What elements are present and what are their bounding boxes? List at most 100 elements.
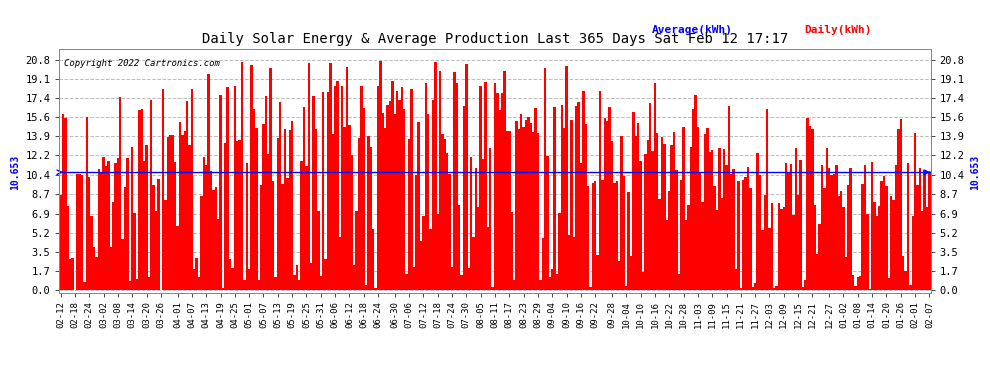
Bar — [183, 132, 186, 290]
Bar — [532, 132, 535, 290]
Bar — [661, 137, 663, 290]
Bar — [596, 255, 599, 290]
Bar — [124, 186, 127, 290]
Bar — [819, 224, 821, 290]
Bar — [322, 92, 325, 290]
Bar — [726, 165, 728, 290]
Bar — [811, 129, 814, 290]
Bar — [164, 200, 166, 290]
Bar — [763, 195, 766, 290]
Bar — [658, 199, 661, 290]
Bar — [697, 127, 699, 290]
Bar — [694, 95, 697, 290]
Bar — [244, 280, 246, 290]
Bar — [783, 207, 785, 290]
Bar — [749, 188, 751, 290]
Bar — [281, 184, 284, 290]
Bar — [917, 184, 919, 290]
Bar — [100, 174, 102, 290]
Bar — [656, 133, 658, 290]
Bar — [537, 132, 540, 290]
Bar — [742, 180, 744, 290]
Bar — [418, 122, 420, 290]
Bar — [675, 171, 677, 290]
Bar — [367, 136, 369, 290]
Bar — [455, 83, 458, 290]
Bar — [754, 283, 756, 290]
Text: 10.653: 10.653 — [970, 154, 980, 190]
Bar — [346, 67, 348, 290]
Bar — [515, 122, 518, 290]
Bar — [792, 215, 795, 290]
Bar — [267, 154, 269, 290]
Bar — [191, 89, 193, 290]
Bar — [711, 150, 714, 290]
Bar — [640, 161, 642, 290]
Bar — [205, 165, 207, 290]
Bar — [355, 211, 357, 290]
Bar — [642, 272, 644, 290]
Bar — [651, 152, 653, 290]
Bar — [594, 181, 596, 290]
Bar — [396, 91, 398, 290]
Bar — [680, 180, 682, 290]
Bar — [780, 209, 783, 290]
Bar — [824, 188, 826, 290]
Bar — [924, 170, 926, 290]
Bar — [88, 177, 90, 290]
Bar — [181, 135, 183, 290]
Bar — [653, 83, 656, 290]
Bar — [897, 129, 900, 290]
Bar — [795, 148, 797, 290]
Bar — [714, 186, 716, 290]
Bar — [738, 182, 740, 290]
Bar — [212, 190, 215, 290]
Bar — [520, 114, 523, 290]
Bar — [310, 263, 313, 290]
Bar — [809, 126, 811, 290]
Bar — [134, 213, 136, 290]
Bar — [604, 117, 606, 290]
Bar — [863, 165, 866, 290]
Bar — [844, 257, 847, 290]
Bar — [313, 96, 315, 290]
Bar — [778, 203, 780, 290]
Bar — [174, 162, 176, 290]
Bar — [59, 195, 61, 290]
Bar — [888, 278, 890, 290]
Bar — [420, 242, 422, 290]
Bar — [501, 93, 503, 290]
Bar — [756, 153, 758, 290]
Bar — [467, 268, 470, 290]
Bar — [98, 170, 100, 290]
Bar — [391, 81, 394, 290]
Bar — [790, 164, 792, 290]
Bar — [337, 81, 339, 290]
Bar — [836, 165, 838, 290]
Bar — [296, 265, 298, 290]
Bar — [677, 274, 680, 290]
Bar — [673, 132, 675, 290]
Bar — [616, 182, 618, 290]
Bar — [327, 92, 329, 290]
Bar — [207, 74, 210, 290]
Bar — [723, 148, 726, 290]
Bar — [425, 83, 427, 290]
Bar — [360, 86, 362, 290]
Bar — [716, 210, 718, 290]
Bar — [357, 138, 360, 290]
Bar — [496, 93, 499, 290]
Bar — [511, 212, 513, 290]
Bar — [465, 64, 467, 290]
Bar — [503, 70, 506, 290]
Bar — [422, 216, 425, 290]
Bar — [828, 168, 831, 290]
Bar — [112, 202, 114, 290]
Bar — [127, 158, 129, 290]
Bar — [895, 165, 897, 290]
Bar — [350, 155, 353, 290]
Text: Daily(kWh): Daily(kWh) — [804, 26, 872, 35]
Bar — [735, 269, 738, 290]
Bar — [252, 109, 255, 290]
Bar — [558, 213, 560, 290]
